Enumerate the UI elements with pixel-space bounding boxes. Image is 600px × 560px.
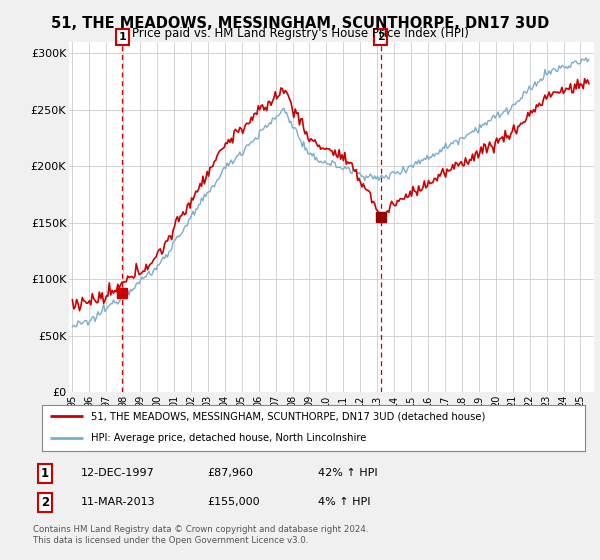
Text: 11-MAR-2013: 11-MAR-2013 xyxy=(81,497,155,507)
Text: 51, THE MEADOWS, MESSINGHAM, SCUNTHORPE, DN17 3UD: 51, THE MEADOWS, MESSINGHAM, SCUNTHORPE,… xyxy=(51,16,549,31)
Text: 51, THE MEADOWS, MESSINGHAM, SCUNTHORPE, DN17 3UD (detached house): 51, THE MEADOWS, MESSINGHAM, SCUNTHORPE,… xyxy=(91,412,485,421)
Text: Price paid vs. HM Land Registry's House Price Index (HPI): Price paid vs. HM Land Registry's House … xyxy=(131,27,469,40)
Text: 2: 2 xyxy=(377,32,385,42)
Text: HPI: Average price, detached house, North Lincolnshire: HPI: Average price, detached house, Nort… xyxy=(91,433,366,443)
Text: 42% ↑ HPI: 42% ↑ HPI xyxy=(318,468,377,478)
Text: 12-DEC-1997: 12-DEC-1997 xyxy=(81,468,155,478)
Text: 4% ↑ HPI: 4% ↑ HPI xyxy=(318,497,371,507)
Text: 1: 1 xyxy=(41,466,49,480)
Text: £87,960: £87,960 xyxy=(207,468,253,478)
Text: Contains HM Land Registry data © Crown copyright and database right 2024.
This d: Contains HM Land Registry data © Crown c… xyxy=(33,525,368,545)
Text: £155,000: £155,000 xyxy=(207,497,260,507)
Text: 1: 1 xyxy=(118,32,126,42)
Text: 2: 2 xyxy=(41,496,49,509)
